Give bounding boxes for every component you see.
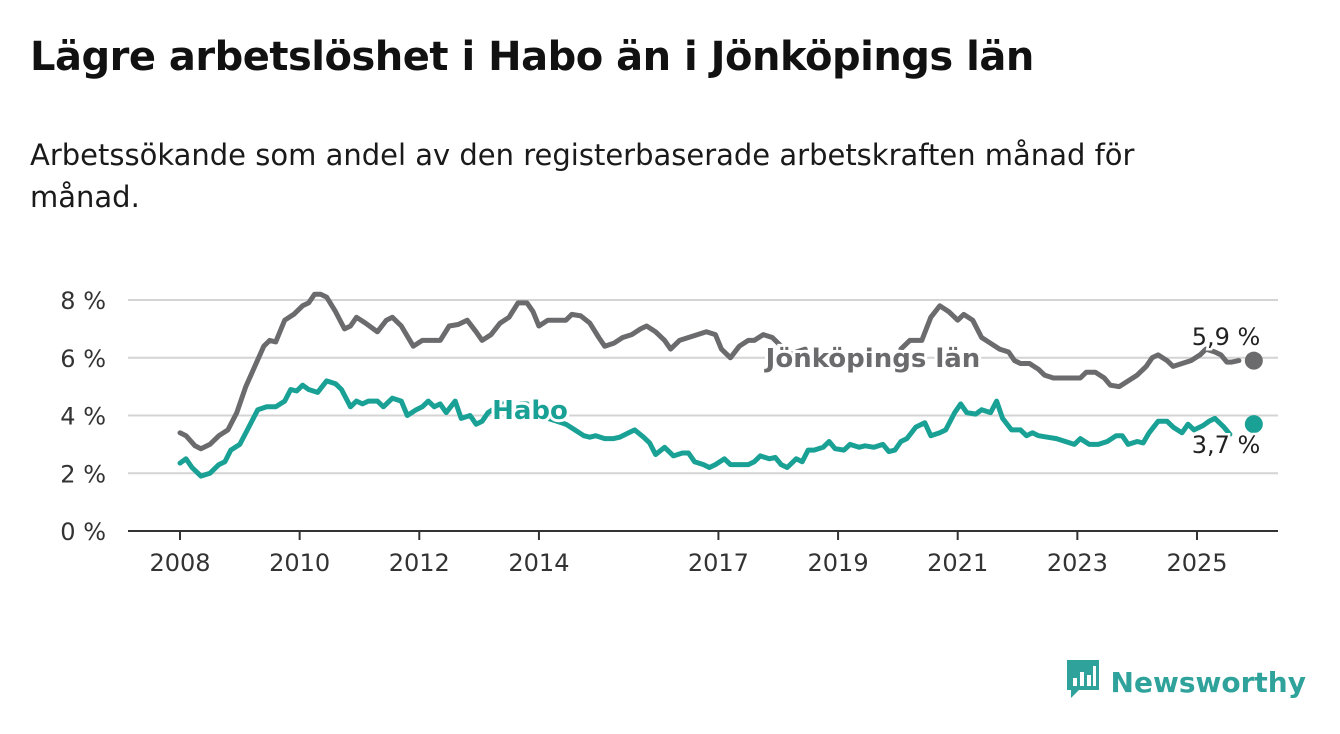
series-line-jonkopings-lan: [898, 303, 1242, 390]
end-value-label-habo: 3,7 %: [1192, 431, 1261, 459]
x-tick-label: 2025: [1166, 549, 1227, 577]
x-tick-label: 2012: [389, 549, 450, 577]
gridlines: [128, 299, 1278, 475]
x-tick-label: 2019: [808, 549, 869, 577]
y-axis: 0 % 2 % 4 % 6 % 8 %: [60, 287, 106, 546]
endpoint-marker-jonkopings-lan: [1244, 351, 1263, 370]
x-tick-label: 2008: [149, 549, 210, 577]
y-tick-label: 2 %: [60, 460, 106, 488]
series-labels: Jönköpings län Habo 5,9 % 3,7 %: [489, 321, 1263, 462]
page-title: Lägre arbetslöshet i Habo än i Jönköping…: [30, 34, 1034, 80]
series-label-jonkopings-lan: Jönköpings län: [764, 344, 981, 374]
newsworthy-logo-icon: [1065, 658, 1101, 707]
y-tick-label: 4 %: [60, 403, 106, 431]
y-tick-label: 6 %: [60, 345, 106, 373]
endpoint-marker-habo: [1244, 415, 1263, 434]
brand[interactable]: Newsworthy: [1065, 658, 1306, 707]
x-tick-label: 2010: [269, 549, 330, 577]
series-label-habo: Habo: [492, 396, 568, 426]
x-tick-label: 2021: [927, 549, 988, 577]
y-tick-label: 0 %: [60, 518, 106, 546]
series-line-jonkopings-lan: [177, 291, 808, 452]
series-lines: [177, 291, 1263, 479]
x-axis: 2008 2010 2012 2014 2017 2019 2021 2023 2025: [128, 530, 1278, 577]
series-line-habo: [177, 378, 530, 479]
series-line-habo: [539, 398, 1233, 470]
end-value-label-jonkopings-lan: 5,9 %: [1192, 323, 1261, 351]
x-tick-label: 2014: [508, 549, 569, 577]
x-tick-label: 2023: [1047, 549, 1108, 577]
x-tick-label: 2017: [688, 549, 749, 577]
chart-subtitle: Arbetssökande som andel av den registerb…: [30, 138, 1135, 214]
brand-name: Newsworthy: [1110, 665, 1306, 699]
y-tick-label: 8 %: [60, 287, 106, 315]
